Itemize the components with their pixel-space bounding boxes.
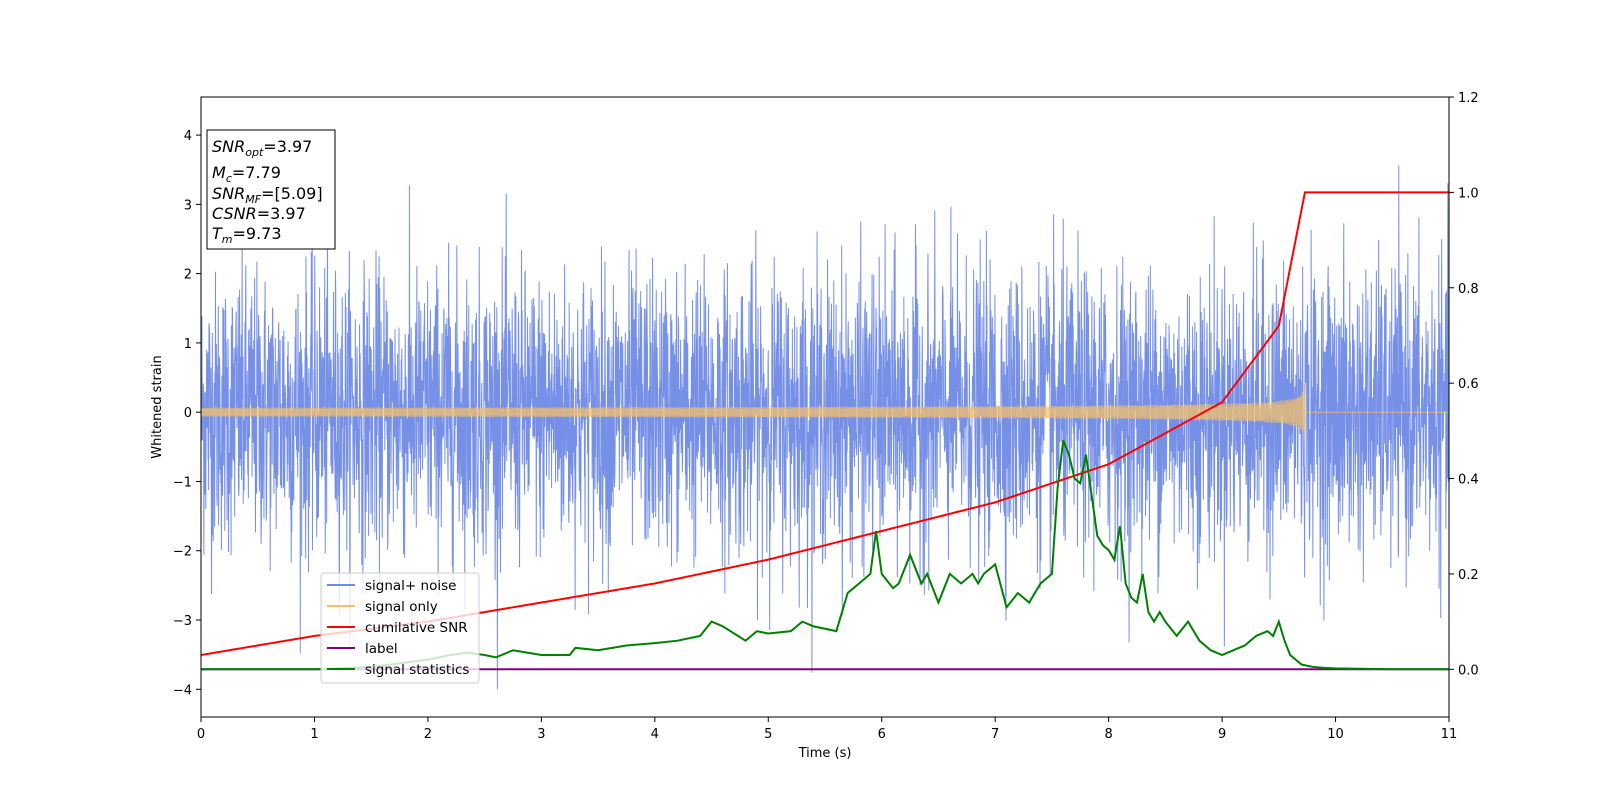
info-tm-base: T (212, 224, 223, 243)
y-tick-label: −1 (173, 475, 192, 490)
info-csnr: CSNR=3.97 (212, 204, 306, 223)
y2-tick-label: 0.0 (1458, 663, 1479, 678)
info-snr-mf-base: SNR (212, 184, 245, 203)
info-box: SNRopt=3.97 Mc=7.79 SNRMF=[5.09] CSNR=3.… (206, 129, 336, 250)
info-tm-value: =9.73 (233, 224, 282, 243)
x-tick-label: 2 (424, 727, 432, 742)
y-tick-label: −4 (173, 683, 192, 698)
info-snr-opt-base: SNR (212, 137, 245, 156)
legend-label-signal-noise: signal+ noise (365, 578, 456, 594)
y-axis-left: 4 3 2 1 0 −1 −2 −3 −4 (173, 129, 201, 698)
y-axis-right: 1.2 1.0 0.8 0.6 0.4 0.2 0.0 (1449, 91, 1479, 678)
y-tick-label: 4 (184, 129, 192, 144)
x-tick-label: 9 (1218, 727, 1226, 742)
info-tm: Tm=9.73 (212, 224, 282, 246)
info-snr-mf-value: =[5.09] (261, 184, 323, 203)
y2-tick-label: 1.2 (1458, 91, 1479, 106)
x-axis: 0 1 2 3 4 5 6 7 8 9 10 11 (197, 717, 1457, 742)
y2-tick-label: 0.8 (1458, 282, 1479, 297)
legend-label-signal-statistics: signal statistics (365, 662, 469, 678)
series-signal-only-line (201, 384, 1449, 438)
y2-tick-label: 0.2 (1458, 568, 1479, 583)
y-tick-label: −2 (173, 545, 192, 560)
y-tick-label: 2 (184, 268, 192, 283)
legend-frame (320, 572, 480, 684)
legend-label-signal-only: signal only (365, 599, 438, 615)
x-tick-label: 8 (1104, 727, 1112, 742)
y-tick-label: 3 (184, 198, 192, 213)
info-mc: Mc=7.79 (212, 163, 281, 185)
y-axis-label: Whitened strain (150, 355, 165, 458)
legend-label-label: label (365, 641, 398, 657)
x-tick-label: 5 (764, 727, 772, 742)
x-axis-label: Time (s) (798, 746, 852, 761)
info-snr-mf: SNRMF=[5.09] (212, 184, 323, 206)
y2-tick-label: 0.4 (1458, 473, 1479, 488)
x-tick-label: 10 (1327, 727, 1344, 742)
legend: signal+ noise signal only cumilative SNR… (320, 572, 480, 684)
y2-tick-label: 1.0 (1458, 186, 1479, 201)
x-tick-label: 0 (197, 727, 205, 742)
y-tick-label: 0 (184, 406, 192, 421)
info-mc-base: M (212, 163, 226, 182)
info-snr-opt: SNRopt=3.97 (212, 137, 312, 159)
x-tick-label: 6 (878, 727, 886, 742)
info-box-frame (206, 129, 336, 250)
y-tick-label: 1 (184, 337, 192, 352)
x-tick-label: 11 (1441, 727, 1458, 742)
x-tick-label: 7 (991, 727, 999, 742)
info-mc-sub: c (226, 172, 232, 185)
info-tm-sub: m (222, 233, 233, 246)
info-csnr-value: =3.97 (257, 204, 306, 223)
info-snr-opt-value: =3.97 (263, 137, 312, 156)
x-tick-label: 3 (537, 727, 545, 742)
x-tick-label: 4 (651, 727, 659, 742)
info-snr-mf-sub: MF (245, 193, 261, 206)
y-tick-label: −3 (173, 614, 192, 629)
series-signal-statistics-line (201, 440, 1449, 671)
x-tick-label: 1 (310, 727, 318, 742)
info-mc-value: =7.79 (232, 163, 281, 182)
axes-frame (200, 96, 1450, 718)
info-csnr-base: CSNR (212, 204, 257, 223)
info-snr-opt-sub: opt (245, 146, 264, 159)
y2-tick-label: 0.6 (1458, 377, 1479, 392)
legend-label-cumulative-snr: cumilative SNR (365, 620, 468, 636)
